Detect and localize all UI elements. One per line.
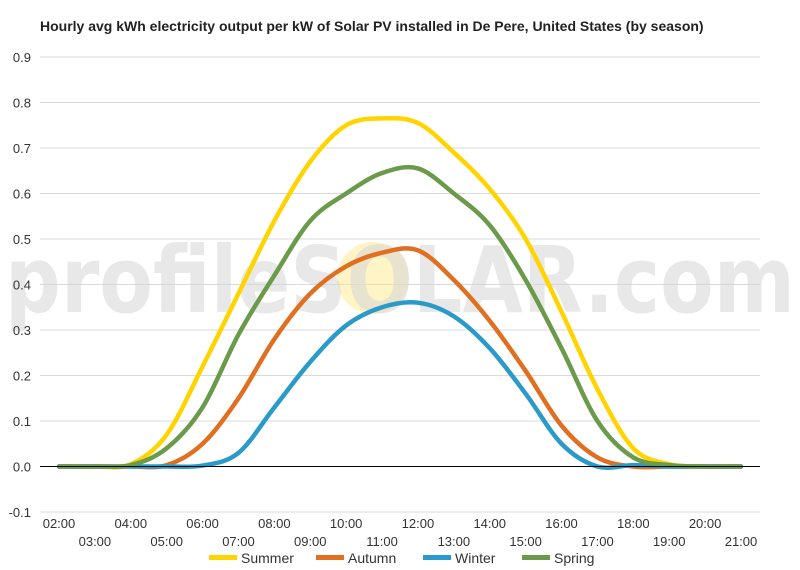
x-tick-label: 15:00 [509, 534, 542, 549]
x-tick-label: 18:00 [617, 516, 650, 531]
legend-swatch-winter [423, 555, 451, 560]
x-tick-label: 14:00 [473, 516, 506, 531]
x-tick-label: 02:00 [43, 516, 76, 531]
legend-label-summer: Summer [241, 550, 294, 566]
x-tick-label: 17:00 [581, 534, 614, 549]
y-tick-label: 0.1 [13, 414, 31, 429]
y-tick-label: 0.8 [13, 96, 31, 111]
legend-swatch-spring [522, 555, 550, 560]
x-tick-label: 09:00 [294, 534, 327, 549]
y-tick-label: 0.2 [13, 369, 31, 384]
x-tick-label: 04:00 [115, 516, 148, 531]
x-tick-label: 21:00 [725, 534, 758, 549]
legend-label-spring: Spring [554, 550, 594, 566]
x-tick-label: 06:00 [186, 516, 219, 531]
y-tick-label: 0.0 [13, 460, 31, 475]
x-tick-label: 03:00 [79, 534, 112, 549]
legend: Summer Autumn Winter Spring [209, 550, 594, 566]
x-tick-label: 13:00 [438, 534, 471, 549]
x-tick-label: 20:00 [689, 516, 722, 531]
series-line-summer [56, 115, 744, 470]
y-tick-label: 0.4 [13, 278, 31, 293]
y-tick-label: 0.3 [13, 323, 31, 338]
y-tick-label: 0.6 [13, 187, 31, 202]
legend-swatch-autumn [316, 555, 344, 560]
chart-title: Hourly avg kWh electricity output per kW… [40, 18, 704, 34]
x-tick-label: 07:00 [222, 534, 255, 549]
series-line-spring [56, 164, 744, 470]
x-tick-label: 11:00 [366, 534, 398, 549]
legend-swatch-summer [209, 555, 237, 560]
grid-layer [40, 56, 760, 513]
y-tick-label: 0.5 [13, 232, 31, 247]
x-tick-label: 10:00 [330, 516, 363, 531]
watermark: profileSOLAR.com [5, 227, 795, 334]
axis-layer: -0.10.00.10.20.30.40.50.60.70.80.902:000… [9, 50, 760, 549]
legend-label-winter: Winter [455, 550, 496, 566]
y-tick-label: -0.1 [9, 505, 31, 520]
x-tick-label: 12:00 [402, 516, 435, 531]
x-tick-label: 16:00 [545, 516, 578, 531]
legend-label-autumn: Autumn [348, 550, 396, 566]
x-tick-label: 19:00 [653, 534, 686, 549]
y-tick-label: 0.9 [13, 50, 31, 65]
x-tick-label: 08:00 [258, 516, 291, 531]
x-tick-label: 05:00 [150, 534, 183, 549]
y-tick-label: 0.7 [13, 141, 31, 156]
watermark-text: profileSOLAR.com [5, 227, 795, 334]
